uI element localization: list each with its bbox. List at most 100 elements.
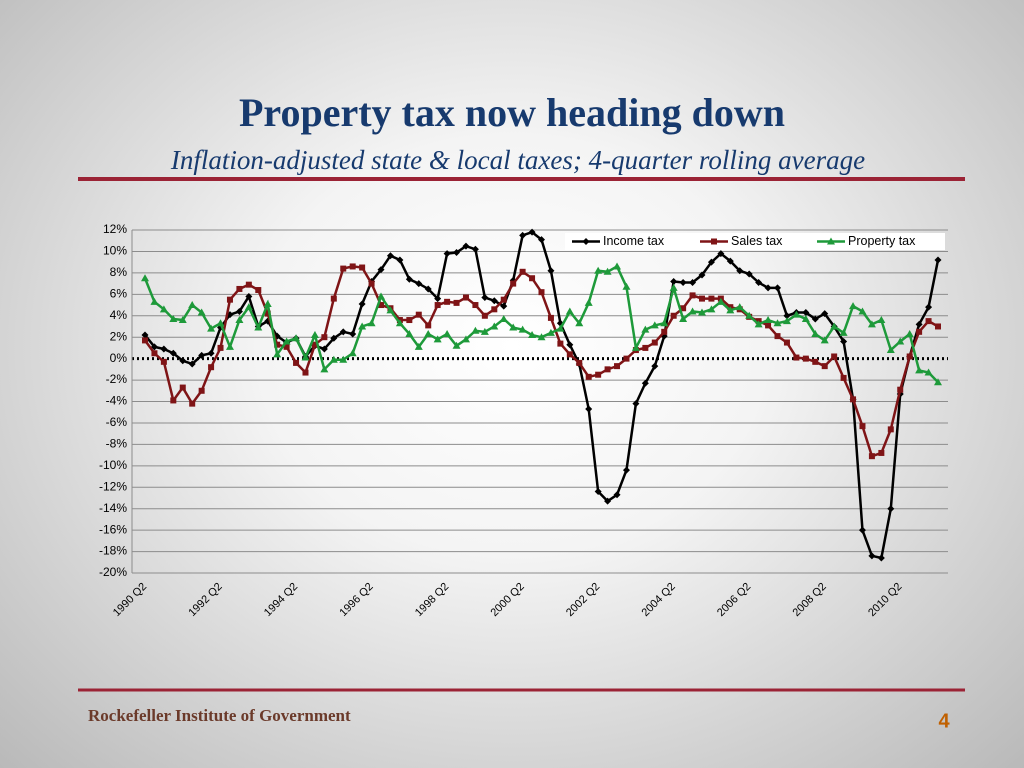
marker [886,346,895,354]
marker [529,275,536,282]
marker [519,268,526,275]
y-tick-label: 8% [110,265,128,279]
marker [582,238,590,245]
marker [406,317,413,324]
marker [226,296,233,303]
marker [915,320,923,328]
marker [434,295,442,303]
marker [783,312,791,320]
marker [726,306,735,314]
marker [481,294,489,302]
marker [396,256,404,264]
marker [377,292,386,300]
marker [142,337,148,344]
marker [575,319,584,327]
marker [679,279,687,287]
marker [827,237,835,245]
marker [386,306,395,314]
marker [858,526,866,534]
marker [934,378,942,386]
y-tick-label: -20% [99,565,127,579]
marker [585,405,593,413]
legend-label: Property tax [848,234,916,248]
marker [500,296,507,303]
marker [197,308,206,316]
marker [783,339,790,346]
marker [868,552,876,560]
marker [802,355,809,362]
marker [405,275,413,283]
marker [207,324,216,332]
marker [415,311,422,318]
marker [207,349,215,357]
marker [557,340,564,347]
marker [614,363,621,370]
marker [707,258,715,266]
marker [141,331,149,339]
x-tick-label: 2006 Q2 [715,581,753,619]
marker [208,364,215,371]
marker [321,334,328,341]
marker [604,497,612,505]
marker [793,354,800,361]
marker [689,279,697,287]
marker [340,265,347,272]
marker [301,353,310,361]
marker [735,303,744,311]
marker [755,279,763,287]
marker [670,277,678,285]
marker [546,328,555,336]
marker [358,322,367,330]
marker [330,334,338,342]
marker [697,308,706,316]
marker [925,303,933,311]
marker [339,328,347,336]
marker [434,302,441,309]
marker [858,307,867,315]
marker [245,281,252,288]
marker [651,339,658,346]
marker [566,341,574,349]
marker [584,298,593,306]
marker [386,252,394,260]
marker [839,328,848,336]
marker [661,328,668,335]
marker [225,342,234,350]
marker [924,368,933,376]
marker [669,283,678,291]
marker [868,453,875,460]
marker [255,287,262,294]
marker [462,242,470,250]
marker [670,312,677,319]
marker [330,295,337,302]
marker [859,423,866,430]
legend-label: Income tax [603,234,665,248]
marker [245,292,253,300]
x-tick-label: 1998 Q2 [413,581,451,619]
marker [650,321,659,329]
marker [510,280,517,287]
marker [764,284,772,292]
marker [358,300,366,308]
marker [877,554,885,562]
y-tick-label: 4% [110,308,128,322]
marker [613,262,622,270]
marker [547,267,555,275]
marker [462,294,469,301]
marker [490,322,499,330]
marker [802,309,810,317]
marker [310,331,319,339]
y-tick-label: 10% [103,244,127,258]
marker [765,322,772,329]
y-tick-label: -10% [99,458,127,472]
marker [367,319,376,327]
marker [377,266,385,274]
marker [556,324,565,332]
marker [736,267,744,275]
marker [169,349,177,357]
marker [170,397,177,404]
x-tick-label: 1992 Q2 [186,581,224,619]
marker [877,316,886,324]
